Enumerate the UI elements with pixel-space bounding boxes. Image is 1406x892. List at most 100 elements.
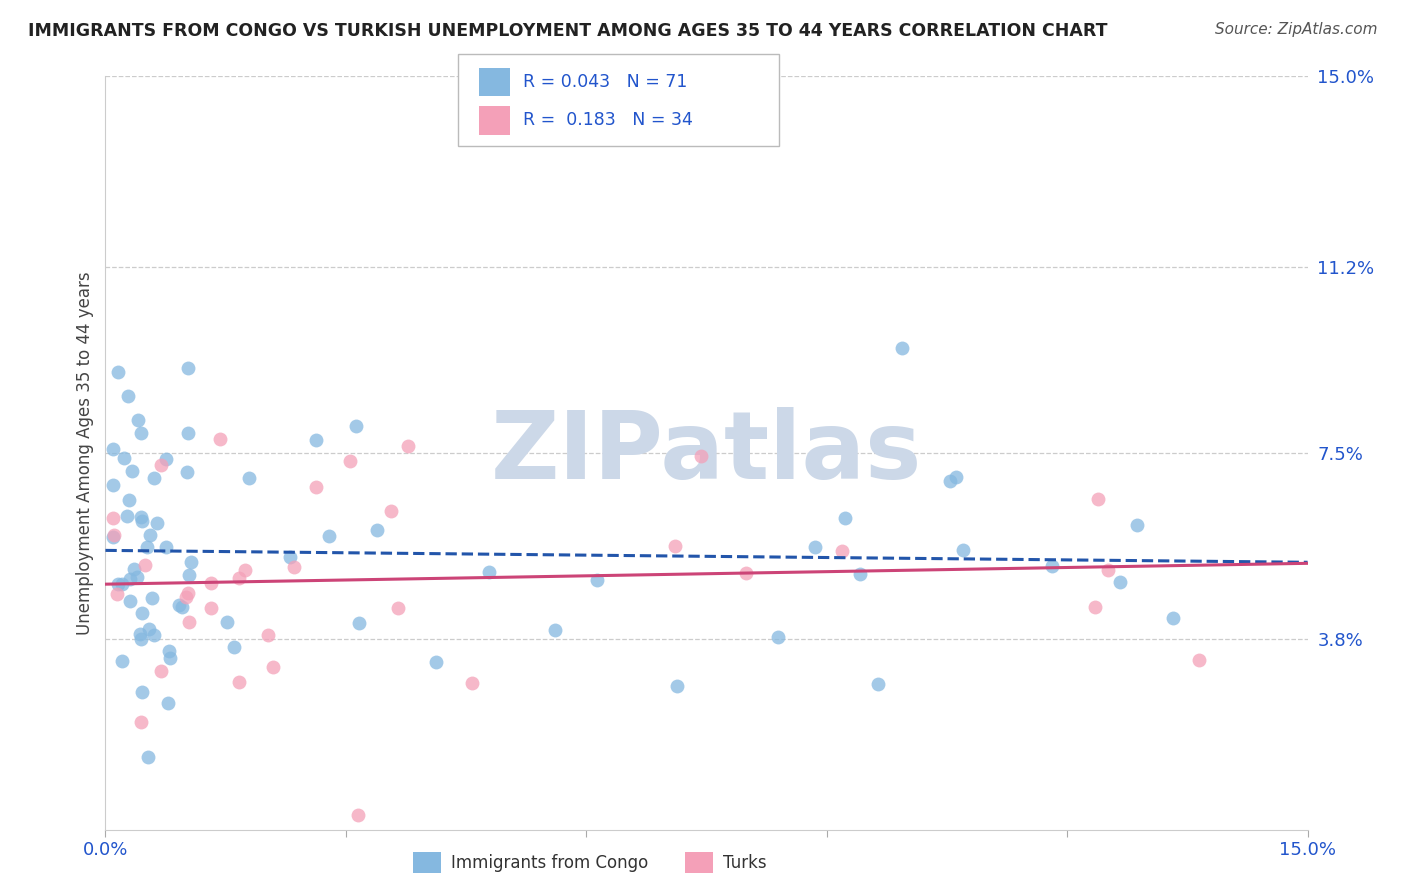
Point bbox=[478, 565, 501, 579]
Text: IMMIGRANTS FROM CONGO VS TURKISH UNEMPLOYMENT AMONG AGES 35 TO 44 YEARS CORRELAT: IMMIGRANTS FROM CONGO VS TURKISH UNEMPLO… bbox=[28, 22, 1108, 40]
Point bbox=[344, 418, 367, 433]
Point bbox=[396, 439, 419, 453]
Point bbox=[157, 696, 180, 710]
Point bbox=[176, 586, 198, 600]
Point bbox=[134, 558, 156, 572]
Point bbox=[1161, 611, 1184, 625]
Point bbox=[848, 567, 870, 582]
Point bbox=[890, 341, 912, 355]
Text: R = 0.043   N = 71: R = 0.043 N = 71 bbox=[523, 73, 688, 91]
Point bbox=[111, 577, 134, 591]
Point bbox=[179, 615, 201, 629]
Point bbox=[143, 628, 166, 642]
Text: ZIPatlas: ZIPatlas bbox=[491, 407, 922, 499]
Point bbox=[121, 465, 143, 479]
Point bbox=[380, 503, 402, 517]
Point bbox=[117, 389, 139, 403]
Point bbox=[228, 571, 250, 585]
Point bbox=[690, 449, 713, 463]
Point bbox=[1188, 653, 1211, 667]
Point bbox=[129, 509, 152, 524]
Y-axis label: Unemployment Among Ages 35 to 44 years: Unemployment Among Ages 35 to 44 years bbox=[76, 271, 94, 634]
Point bbox=[339, 454, 361, 468]
Point bbox=[141, 591, 163, 605]
Point bbox=[127, 413, 149, 427]
Point bbox=[105, 587, 128, 601]
Point bbox=[112, 450, 135, 465]
Point bbox=[209, 432, 232, 446]
Point bbox=[804, 540, 827, 554]
Point bbox=[766, 630, 789, 644]
Point bbox=[1083, 600, 1105, 615]
Point bbox=[1097, 563, 1119, 577]
Point bbox=[228, 675, 250, 690]
Point bbox=[387, 601, 409, 615]
Point bbox=[238, 471, 260, 485]
Text: R =  0.183   N = 34: R = 0.183 N = 34 bbox=[523, 112, 693, 129]
Point bbox=[233, 563, 256, 577]
Point bbox=[1126, 518, 1149, 533]
Point bbox=[945, 470, 967, 484]
Point bbox=[111, 654, 134, 668]
Point bbox=[831, 543, 853, 558]
Point bbox=[280, 550, 302, 565]
Point bbox=[176, 361, 198, 376]
Point bbox=[952, 542, 974, 557]
Point bbox=[128, 627, 150, 641]
Point bbox=[734, 566, 756, 580]
Point bbox=[103, 528, 125, 542]
Point bbox=[120, 594, 142, 608]
Point bbox=[544, 623, 567, 637]
Point bbox=[127, 570, 149, 584]
Point bbox=[347, 808, 370, 822]
Point bbox=[150, 458, 173, 472]
Point bbox=[169, 598, 191, 612]
Point bbox=[939, 474, 962, 488]
Point bbox=[176, 465, 198, 479]
Point bbox=[215, 615, 238, 630]
Text: Source: ZipAtlas.com: Source: ZipAtlas.com bbox=[1215, 22, 1378, 37]
Point bbox=[200, 576, 222, 591]
Point bbox=[131, 685, 153, 699]
Point bbox=[177, 425, 200, 440]
Point bbox=[170, 599, 193, 614]
Point bbox=[174, 590, 197, 604]
Point bbox=[834, 511, 856, 525]
Point bbox=[103, 530, 125, 544]
Point bbox=[118, 493, 141, 508]
Point bbox=[305, 480, 328, 494]
Point bbox=[131, 514, 153, 528]
Point bbox=[136, 749, 159, 764]
Point bbox=[157, 644, 180, 658]
Point bbox=[129, 714, 152, 729]
Point bbox=[139, 528, 162, 542]
Point bbox=[664, 539, 686, 553]
Point bbox=[585, 573, 607, 587]
Point bbox=[131, 606, 153, 620]
Point bbox=[143, 471, 166, 485]
Point bbox=[103, 442, 125, 456]
Point bbox=[129, 425, 152, 440]
Point bbox=[347, 615, 370, 630]
Point bbox=[107, 366, 129, 380]
Point bbox=[200, 601, 222, 615]
Point bbox=[146, 516, 169, 530]
Point bbox=[461, 676, 484, 690]
Point bbox=[155, 540, 177, 554]
Point bbox=[256, 627, 278, 641]
Point bbox=[283, 560, 305, 574]
Point bbox=[129, 632, 152, 646]
Point bbox=[868, 677, 890, 691]
Point bbox=[149, 664, 172, 678]
Point bbox=[305, 434, 328, 448]
Point bbox=[138, 622, 160, 636]
Point bbox=[1040, 559, 1063, 574]
Point bbox=[262, 659, 284, 673]
Point bbox=[107, 577, 129, 591]
Text: Immigrants from Congo: Immigrants from Congo bbox=[451, 854, 648, 871]
Point bbox=[155, 452, 177, 467]
Point bbox=[179, 567, 201, 582]
Point bbox=[224, 640, 246, 654]
Point bbox=[159, 650, 181, 665]
Point bbox=[115, 508, 138, 523]
